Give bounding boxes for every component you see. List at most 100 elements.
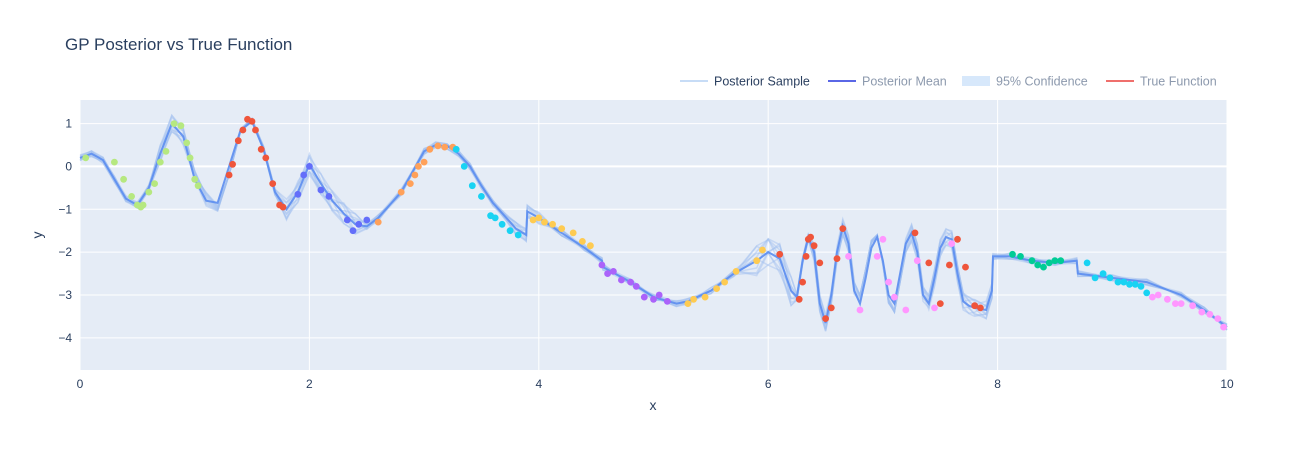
x-tick-label: 4	[535, 377, 542, 391]
observation-point	[194, 182, 202, 190]
observation-point	[1045, 259, 1053, 267]
observation-point	[151, 180, 159, 188]
observation-point	[541, 218, 548, 226]
observation-point	[156, 158, 164, 166]
observation-point	[663, 298, 671, 305]
observation-point	[1040, 263, 1047, 271]
observation-point	[833, 255, 841, 262]
observation-point	[640, 293, 648, 301]
observation-point	[795, 295, 803, 303]
observation-point	[713, 285, 720, 292]
legend-item-label[interactable]: True Function	[1140, 75, 1217, 89]
observation-point	[239, 126, 247, 134]
chart-title: GP Posterior vs True Function	[65, 35, 292, 54]
observation-point	[807, 233, 814, 241]
observation-point	[618, 276, 625, 284]
observation-point	[579, 238, 586, 245]
observation-point	[1099, 270, 1107, 277]
observation-point	[325, 193, 333, 200]
observation-point	[549, 220, 556, 228]
observation-point	[701, 293, 709, 301]
observation-point	[759, 246, 766, 254]
observation-point	[1091, 274, 1099, 282]
observation-point	[355, 220, 363, 228]
observation-point	[415, 163, 422, 170]
observation-point	[650, 295, 657, 303]
observation-point	[1034, 261, 1042, 269]
observation-point	[262, 154, 270, 162]
legend-item-label[interactable]: 95% Confidence	[996, 75, 1088, 89]
y-tick-label: −4	[58, 331, 72, 345]
observation-point	[529, 216, 537, 224]
observation-point	[911, 229, 919, 237]
observation-point	[257, 145, 265, 153]
observation-point	[802, 253, 810, 260]
observation-point	[1220, 323, 1227, 331]
observation-point	[655, 291, 663, 299]
x-tick-label: 8	[994, 377, 1001, 391]
observation-point	[234, 137, 242, 145]
observation-point	[506, 227, 514, 235]
observation-point	[478, 193, 485, 200]
observation-point	[810, 242, 818, 250]
observation-point	[936, 300, 944, 307]
legend: Posterior Sample Posterior Mean 95% Confid…	[680, 75, 1217, 89]
observation-point	[170, 120, 178, 127]
observation-point	[946, 261, 953, 269]
y-tick-label: −2	[58, 245, 72, 259]
observation-point	[145, 188, 153, 196]
observation-point	[252, 126, 259, 134]
observation-point	[684, 300, 692, 307]
observation-point	[1137, 283, 1145, 290]
observation-point	[925, 259, 933, 267]
gridlines	[79, 100, 1228, 370]
observation-point	[420, 158, 428, 166]
observation-point	[229, 160, 237, 168]
observation-point	[1106, 274, 1114, 282]
observation-point	[317, 186, 325, 194]
observation-point	[514, 231, 522, 239]
observation-point	[162, 148, 170, 155]
observation-point	[962, 263, 969, 271]
observation-point	[1114, 278, 1122, 286]
observation-point	[1083, 259, 1091, 267]
y-tick-label: 0	[65, 159, 72, 173]
observation-point	[363, 216, 371, 224]
observation-point	[598, 261, 606, 269]
observation-point	[1149, 293, 1156, 301]
observation-point	[587, 242, 594, 250]
observation-point	[294, 190, 302, 198]
observation-point	[954, 235, 961, 243]
observation-point	[931, 304, 938, 312]
observation-point	[498, 220, 506, 228]
observation-point	[191, 175, 199, 183]
observation-point	[627, 278, 634, 286]
observation-point	[1164, 295, 1171, 303]
observations	[82, 115, 1227, 331]
observation-point	[1051, 257, 1059, 265]
observation-point	[799, 278, 806, 286]
observation-point	[279, 203, 287, 211]
y-tick-label: −1	[58, 202, 72, 216]
observation-point	[604, 270, 611, 277]
observation-point	[177, 122, 185, 130]
legend-item-label[interactable]: Posterior Sample	[714, 75, 810, 89]
observation-point	[1057, 257, 1065, 265]
observation-point	[977, 304, 984, 312]
legend-item-label[interactable]: Posterior Mean	[862, 75, 947, 89]
observation-point	[1214, 315, 1222, 322]
observation-point	[732, 268, 740, 275]
observation-point	[845, 253, 852, 260]
observation-point	[816, 259, 824, 267]
observation-point	[128, 193, 136, 200]
observation-point	[839, 225, 847, 233]
observation-point	[690, 295, 697, 303]
observation-point	[891, 293, 898, 301]
y-tick-label: −3	[58, 288, 72, 302]
observation-point	[1126, 280, 1133, 288]
observation-point	[139, 201, 147, 209]
observation-point	[873, 253, 881, 260]
observation-point	[426, 145, 434, 153]
observation-point	[569, 229, 577, 237]
